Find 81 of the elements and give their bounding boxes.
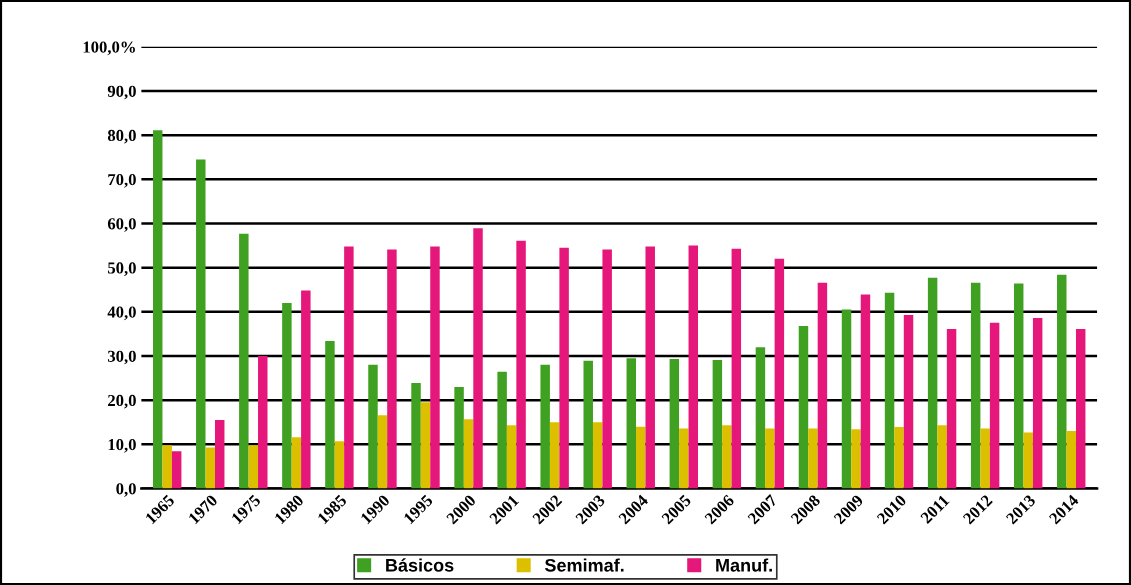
bar (248, 445, 259, 489)
bar (377, 415, 388, 489)
bar (755, 347, 766, 489)
bar (1057, 274, 1067, 489)
bar (196, 159, 206, 489)
bar (473, 228, 483, 489)
bar (712, 359, 723, 489)
bar (420, 402, 431, 489)
bar (583, 360, 593, 489)
bar (368, 364, 378, 489)
bar (808, 428, 818, 489)
y-tick-label: 100,0% (83, 41, 135, 56)
y-tick-label: 40,0 (107, 306, 136, 321)
bar (1066, 431, 1076, 489)
bar (258, 355, 268, 489)
bar (334, 441, 345, 489)
bar (970, 282, 981, 489)
legend-label: Semimaf. (544, 558, 624, 572)
bar (669, 359, 680, 489)
bar (1013, 283, 1024, 489)
bar (679, 428, 689, 489)
bar (980, 428, 990, 489)
bar (602, 249, 612, 489)
x-tick-label: 2011 (920, 494, 950, 525)
y-tick-label: 20,0 (108, 394, 136, 409)
bar (989, 322, 1000, 489)
bar (903, 314, 914, 489)
bar (731, 248, 742, 489)
bar (540, 364, 550, 489)
legend-label: Manuf. (716, 558, 772, 572)
bar (549, 422, 560, 489)
bar (1075, 329, 1086, 489)
bar (841, 309, 852, 489)
bar (817, 282, 828, 489)
bar (153, 130, 163, 489)
bar (239, 233, 249, 489)
bar (162, 445, 172, 489)
bar (946, 329, 957, 489)
bar (937, 425, 947, 489)
bar (506, 425, 517, 489)
y-tick-label: 70,0 (108, 174, 136, 188)
y-tick-label: 10,0 (108, 439, 136, 453)
bar (463, 419, 474, 489)
bar (559, 247, 569, 489)
legend-label: Básicos (386, 558, 454, 572)
bar (927, 277, 938, 489)
bar (774, 258, 785, 489)
bar (1023, 432, 1033, 489)
y-tick-label: 90,0 (107, 85, 136, 100)
bar (387, 249, 397, 489)
bar (884, 292, 895, 489)
bar (688, 245, 698, 489)
bar (722, 425, 732, 489)
y-tick-label: 0,0 (116, 483, 136, 497)
bar (454, 386, 464, 489)
bar (430, 246, 440, 489)
bar (1032, 317, 1043, 489)
bar (851, 429, 861, 489)
bar (765, 428, 775, 489)
bar (171, 451, 182, 489)
bar (411, 382, 421, 489)
bar (344, 246, 354, 489)
bar (497, 371, 507, 489)
y-tick-label: 80,0 (107, 129, 136, 144)
bar (860, 294, 871, 489)
bar (592, 422, 603, 489)
bar (214, 420, 225, 489)
bar (301, 290, 311, 489)
bar (282, 302, 292, 489)
bar (626, 358, 637, 489)
bar (205, 447, 215, 489)
bar (325, 340, 335, 489)
bar (645, 246, 655, 489)
bar (516, 240, 526, 489)
y-tick-label: 30,0 (107, 350, 136, 365)
bar (894, 427, 904, 489)
y-tick-label: 60,0 (107, 218, 136, 232)
bar (291, 437, 302, 489)
bar (798, 325, 809, 489)
bar (636, 426, 646, 489)
y-tick-label: 50,0 (108, 262, 136, 276)
